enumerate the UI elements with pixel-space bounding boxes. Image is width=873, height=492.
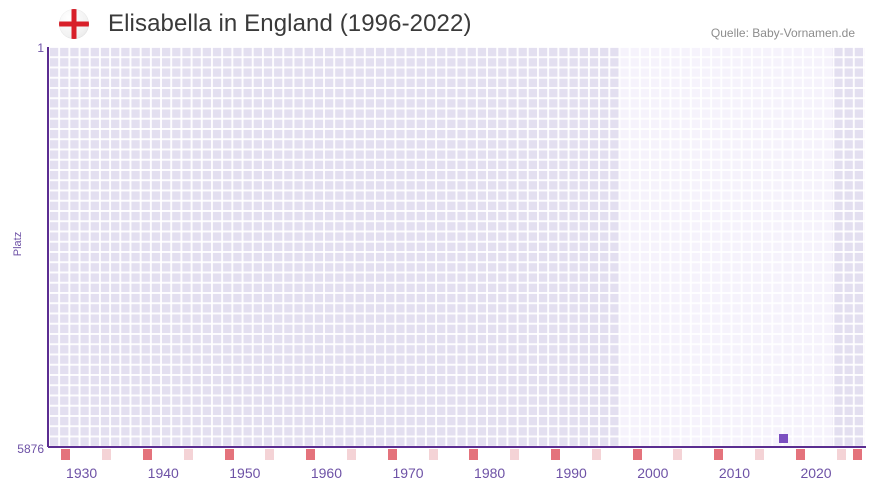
year-marker [224,449,234,460]
year-marker [183,449,193,460]
x-axis-tick-2010: 2010 [718,465,751,481]
year-marker [346,449,356,460]
x-axis-tick-1930: 1930 [66,465,98,481]
x-axis-tick-1980: 1980 [474,465,506,481]
y-axis-label: Platz [12,231,24,257]
x-axis-line [48,446,866,448]
england-flag-icon [59,9,89,39]
year-marker [102,449,112,460]
year-marker [795,449,805,460]
year-marker [510,449,520,460]
year-marker [550,449,560,460]
x-axis-tick-1970: 1970 [392,465,424,481]
year-marker [469,449,479,460]
year-marker [714,449,724,460]
y-axis-line [47,47,49,447]
year-marker [306,449,316,460]
x-axis-tick-2020: 2020 [800,465,832,481]
x-axis-tick-1940: 1940 [147,465,179,481]
grid-lines [49,47,865,447]
year-marker [673,449,683,460]
page-title: Elisabella in England (1996-2022) [108,10,472,37]
year-marker [265,449,275,460]
plot-area [49,47,865,447]
year-marker [61,449,71,460]
y-axis-tick-bottom: 5876 [17,442,44,456]
x-axis-tick-1990: 1990 [555,465,587,481]
year-marker [632,449,642,460]
x-axis-tick-1950: 1950 [229,465,261,481]
year-marker [836,449,846,460]
chart-header: Elisabella in England (1996-2022) Quelle… [0,0,873,46]
source-label: Quelle: Baby-Vornamen.de [710,26,855,40]
x-axis-tick-1960: 1960 [310,465,343,481]
year-marker [852,449,862,460]
y-axis-tick-top: 1 [37,41,44,55]
year-marker [387,449,397,460]
data-point [779,434,789,444]
year-marker [428,449,438,460]
year-marker [591,449,601,460]
year-marker [142,449,152,460]
x-axis-tick-2000: 2000 [637,465,669,481]
year-marker [754,449,764,460]
